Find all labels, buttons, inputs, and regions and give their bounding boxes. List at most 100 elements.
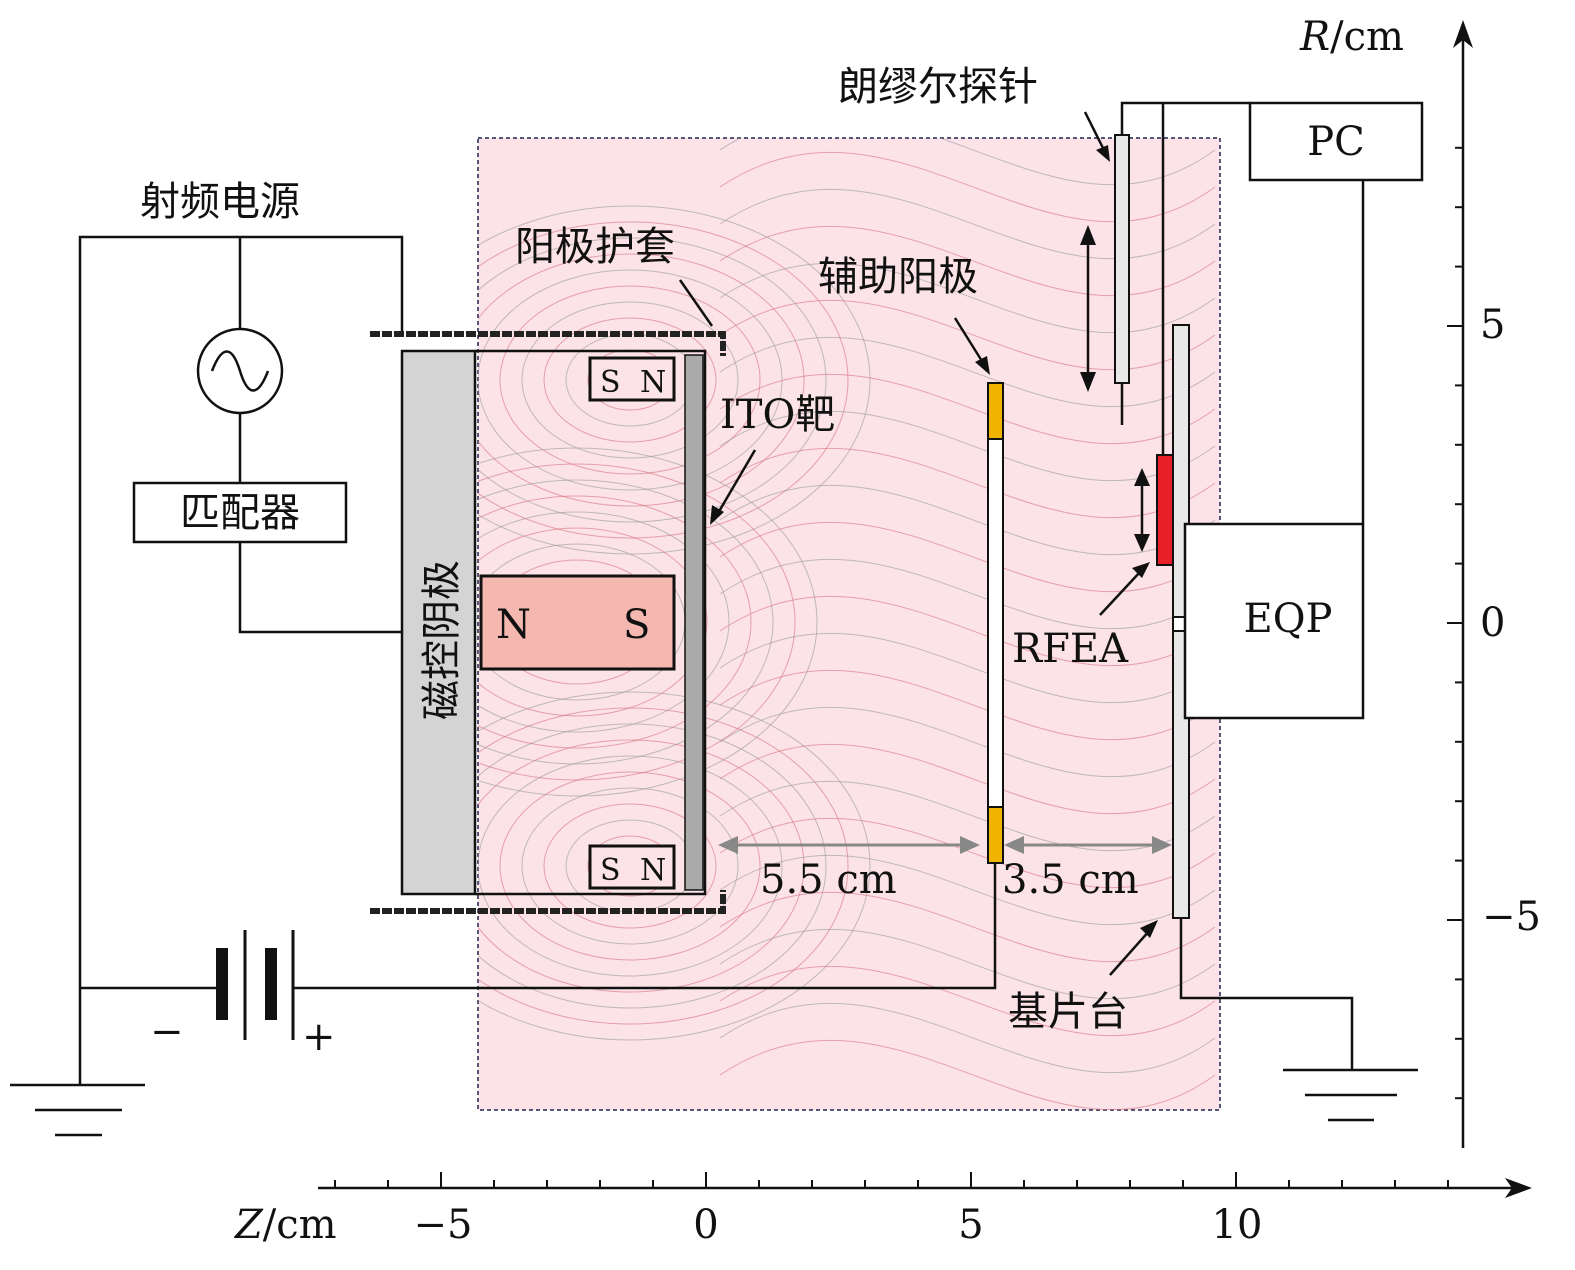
field-line — [719, 1002, 1216, 1074]
substrate-label: 基片台 — [1008, 989, 1128, 1035]
field-line — [478, 755, 783, 977]
r-tick-label: 0 — [1480, 600, 1505, 646]
anode-shield-bottom — [370, 890, 726, 914]
magnetron-cathode — [400, 349, 477, 896]
field-line — [543, 317, 717, 443]
field-line — [719, 138, 1216, 186]
langmuir-probe-label: 朗缪尔探针 — [838, 64, 1038, 110]
r-axis-arrow-icon — [1453, 20, 1473, 48]
aux-anode-label: 辅助阳极 — [818, 254, 978, 300]
field-line — [478, 495, 752, 749]
distance-arrow-2 — [1004, 836, 1172, 854]
field-line — [719, 965, 1216, 1037]
r-axis-unit: /cm — [1330, 14, 1404, 60]
pc-label: PC — [1307, 119, 1365, 165]
battery-plus: + — [302, 1014, 336, 1060]
field-line — [719, 373, 1216, 445]
field-line — [478, 253, 805, 507]
field-line — [719, 891, 1216, 963]
arrow-icon — [710, 505, 724, 525]
field-line — [478, 447, 818, 797]
magnet-top: S N — [588, 356, 676, 402]
eqp-label: EQP — [1244, 596, 1333, 642]
svg-text:N: N — [640, 365, 666, 400]
field-line — [478, 511, 730, 733]
anode-shield-top — [370, 331, 726, 356]
field-line — [719, 151, 1216, 223]
field-line — [478, 739, 805, 993]
auxiliary-anode — [987, 382, 1004, 864]
matcher-box — [132, 481, 348, 544]
field-line — [499, 285, 761, 475]
field-line — [719, 780, 1216, 852]
ito-target — [684, 354, 704, 891]
cathode-label: 磁控阴极 — [419, 560, 465, 720]
pc-box — [1248, 101, 1424, 182]
ac-source-icon — [196, 327, 284, 415]
field-line — [478, 463, 796, 781]
field-line — [719, 669, 1216, 741]
r-axis: R/cm 5 0 −5 — [1299, 14, 1541, 1148]
svg-text:Z/cm: Z/cm — [233, 1202, 337, 1248]
svg-text:N: N — [496, 602, 531, 648]
z-tick-label: 0 — [693, 1202, 718, 1248]
z-axis: Z/cm −5 0 5 10 — [233, 1172, 1532, 1248]
rf-circuit: 射频电源 匹配器 − + — [10, 179, 997, 1137]
langmuir-probe — [1114, 134, 1130, 384]
rfea-travel-arrow — [1134, 468, 1150, 552]
rfea-label: RFEA — [1012, 626, 1129, 672]
field-line — [719, 743, 1216, 815]
z-tick-label: 10 — [1212, 1202, 1263, 1248]
z-axis-var: Z — [233, 1202, 264, 1248]
field-line — [719, 595, 1216, 667]
field-line — [719, 854, 1216, 926]
field-line — [719, 484, 1216, 556]
field-line — [719, 1039, 1216, 1110]
probe-travel-arrow — [1080, 225, 1096, 392]
field-line — [719, 336, 1216, 408]
ito-target-label: ITO靶 — [720, 392, 835, 438]
arrow-icon — [1140, 920, 1158, 938]
field-line — [719, 447, 1216, 519]
field-line — [478, 269, 783, 491]
field-line — [719, 558, 1216, 630]
field-line — [719, 521, 1216, 593]
arrow-icon — [1096, 145, 1110, 162]
matcher-label: 匹配器 — [180, 490, 300, 536]
distance-label-2: 3.5 cm — [1002, 857, 1139, 903]
svg-text:S: S — [600, 365, 621, 400]
rfea — [1156, 454, 1174, 566]
magnet-center: N S — [479, 574, 676, 671]
field-line — [478, 723, 827, 1009]
distance-label-1: 5.5 cm — [760, 857, 897, 903]
arrow-icon — [975, 356, 990, 375]
r-tick-label: −5 — [1482, 894, 1541, 940]
svg-text:S: S — [623, 602, 650, 648]
field-line — [719, 225, 1216, 297]
field-line — [499, 771, 761, 961]
field-line — [719, 928, 1216, 1000]
field-line — [478, 527, 708, 717]
r-axis-var: R — [1299, 14, 1330, 60]
anode-shield-label: 阳极护套 — [515, 224, 675, 270]
field-line — [478, 479, 774, 765]
z-axis-arrow-icon — [1505, 1178, 1532, 1198]
field-line — [719, 817, 1216, 889]
arrow-icon — [1132, 562, 1150, 578]
field-line — [521, 301, 739, 459]
field-line — [478, 221, 849, 539]
eqp-box — [1183, 522, 1365, 720]
distance-arrow-1 — [718, 836, 980, 854]
battery-icon — [216, 948, 228, 1020]
z-axis-unit: /cm — [263, 1202, 337, 1248]
field-line — [719, 706, 1216, 778]
z-tick-label: 5 — [958, 1202, 983, 1248]
field-line — [719, 262, 1216, 334]
svg-text:N: N — [640, 853, 666, 888]
field-line — [543, 803, 717, 929]
field-line — [719, 188, 1216, 260]
r-tick-label: 5 — [1480, 302, 1505, 348]
field-line — [478, 691, 871, 1041]
svg-text:R/cm: R/cm — [1299, 14, 1404, 60]
